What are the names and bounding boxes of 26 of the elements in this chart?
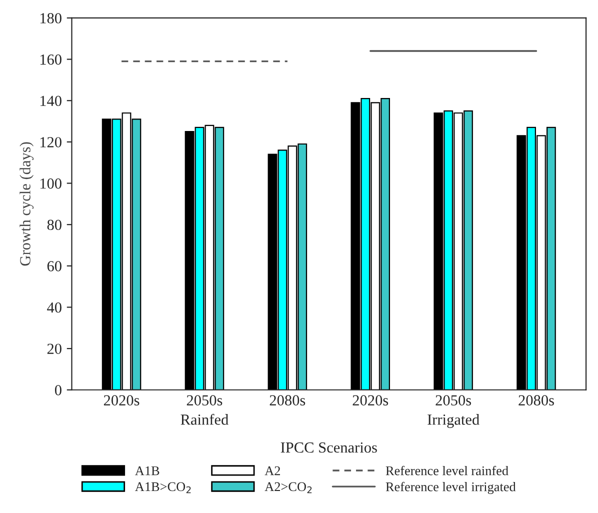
x-tick-label: 2080s [518,395,554,406]
x-axis-title: IPCC Scenarios [280,442,377,453]
y-tick-label: 120 [40,137,62,148]
y-tick-label: 20 [47,344,62,354]
y-tick-label: 60 [47,261,62,272]
y-tick-label: 160 [40,54,62,65]
text: Rainfed [180,414,228,425]
y-tick-label: 140 [40,96,62,106]
y-tick-label: 0 [54,385,62,396]
x-tick-label: 2020s [104,395,140,406]
y-tick-label: 40 [47,302,62,313]
legend-label: Reference level rainfed [386,466,508,476]
legend-label: A2 [264,466,280,476]
x-tick-label: 2020s [352,395,388,406]
legend-label: A1B [135,466,160,476]
text: Irrigated [428,414,480,428]
y-tick-label: 100 [40,178,62,189]
x-tick-label: 2050s [436,395,472,406]
y-tick-label: 180 [40,13,62,24]
legend-label: Reference level irrigated [386,482,516,494]
y-tick-label: 80 [47,220,62,230]
legend-label: A2>CO$_{2}$ [264,482,312,494]
x-tick-label: 2080s [270,395,306,406]
legend-label: A1B>CO$_{2}$ [135,482,191,494]
x-tick-label: 2050s [186,395,222,406]
y-axis-title: Growth cycle (days) [20,142,34,266]
